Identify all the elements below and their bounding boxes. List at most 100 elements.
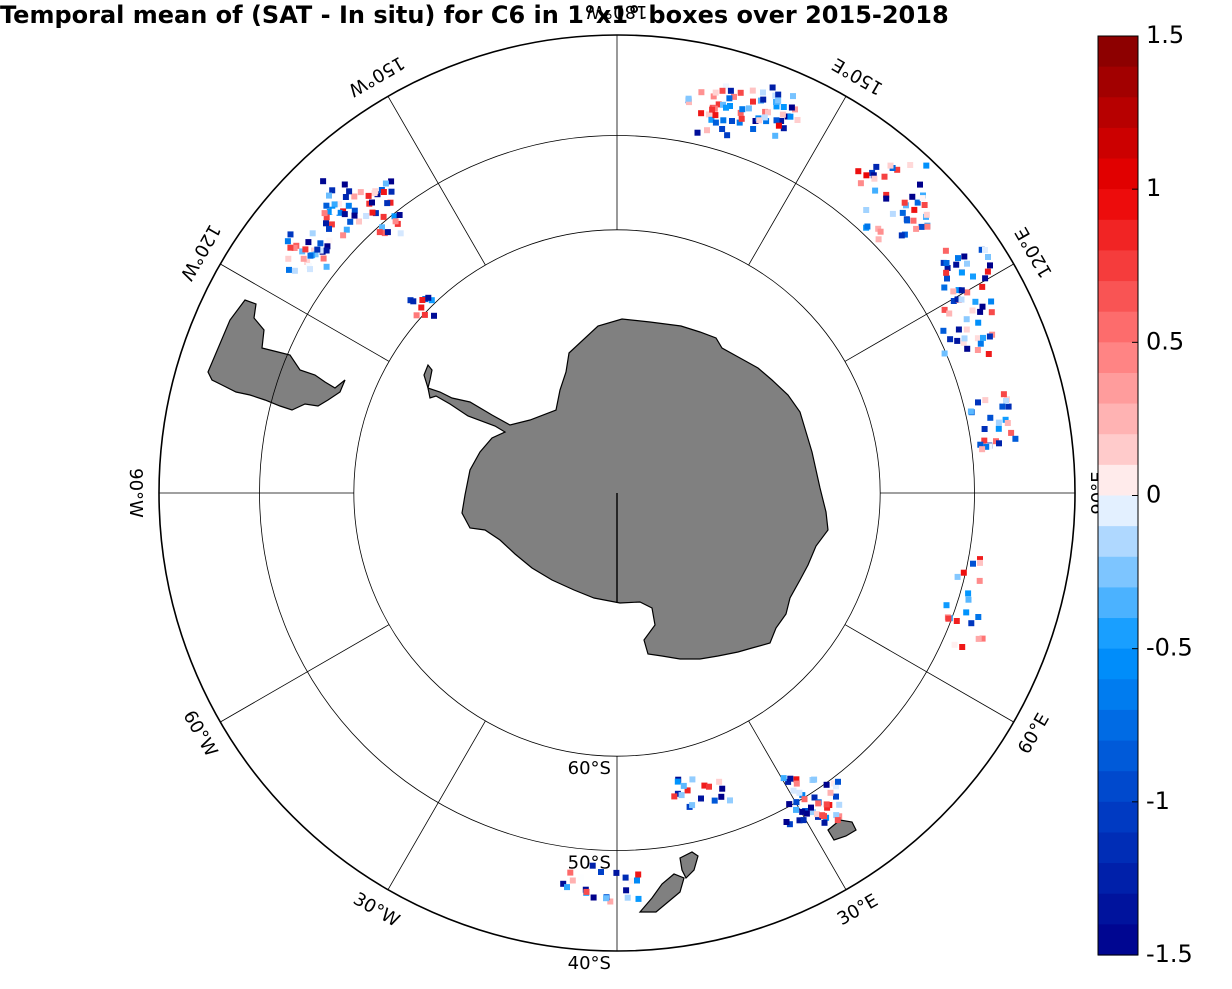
- data-cell: [291, 245, 298, 251]
- data-cell: [899, 209, 906, 216]
- data-cell: [372, 210, 379, 217]
- data-cell: [827, 789, 834, 796]
- data-cell: [750, 98, 756, 105]
- longitude-label: 60°E: [1014, 710, 1054, 758]
- data-cell: [907, 162, 914, 168]
- colorbar-swatch: [1098, 403, 1138, 435]
- data-cell: [425, 294, 432, 301]
- data-cell: [305, 263, 312, 269]
- data-cell: [598, 869, 604, 875]
- colorbar-swatch: [1098, 342, 1138, 374]
- latitude-label: 40°S: [568, 953, 611, 974]
- data-cell: [909, 193, 916, 200]
- antarctic-peninsula-tip: [423, 363, 433, 391]
- data-cell: [421, 311, 428, 318]
- data-cell: [901, 199, 908, 206]
- data-cell: [954, 296, 961, 303]
- data-cell: [982, 397, 989, 404]
- data-cell: [870, 172, 877, 179]
- data-cell: [314, 246, 321, 253]
- data-cell: [323, 202, 330, 209]
- data-cell: [887, 162, 894, 169]
- data-cell: [796, 789, 803, 796]
- data-cell: [710, 93, 717, 100]
- data-cell: [987, 262, 993, 269]
- data-cell: [988, 298, 995, 305]
- data-cell: [309, 230, 316, 237]
- data-cell: [779, 111, 786, 118]
- data-cell: [622, 874, 629, 881]
- data-cell: [671, 793, 678, 800]
- data-cell: [760, 96, 767, 103]
- data-cell: [341, 181, 348, 188]
- data-cell: [284, 238, 291, 245]
- data-cell: [287, 231, 294, 238]
- meridian-line: [387, 96, 486, 266]
- data-cell: [321, 210, 328, 217]
- data-cell: [981, 426, 988, 432]
- data-cell: [965, 596, 972, 603]
- data-cell: [715, 101, 722, 108]
- data-cell: [698, 89, 705, 96]
- data-cell: [727, 87, 734, 94]
- data-cell: [369, 209, 376, 216]
- data-cell: [376, 229, 383, 236]
- data-cell: [793, 776, 800, 783]
- data-cell: [959, 644, 966, 650]
- colorbar-tick-label: 0.5: [1146, 327, 1184, 355]
- data-cell: [810, 809, 816, 816]
- data-cell: [811, 776, 818, 783]
- tasmania-island: [827, 819, 857, 841]
- data-cell: [985, 351, 992, 357]
- data-cell: [397, 230, 404, 237]
- data-cell: [326, 237, 333, 244]
- data-cell: [711, 797, 718, 804]
- data-cell: [712, 89, 719, 96]
- meridian-line: [844, 624, 1014, 723]
- data-cell: [431, 312, 437, 319]
- data-cell: [635, 895, 642, 902]
- data-cell: [963, 316, 970, 323]
- colorbar-swatch: [1098, 556, 1138, 588]
- data-cell: [357, 189, 364, 196]
- data-cell: [775, 91, 782, 98]
- data-cell: [351, 212, 358, 219]
- data-cell: [979, 283, 986, 290]
- data-cell: [970, 273, 976, 280]
- data-cell: [1005, 403, 1012, 410]
- longitude-label: 30°W: [349, 888, 403, 931]
- data-cell: [302, 246, 309, 253]
- data-cell: [716, 778, 723, 785]
- colorbar-swatch: [1098, 495, 1138, 527]
- data-cell: [380, 189, 387, 195]
- data-cell: [923, 211, 930, 218]
- data-cell: [686, 99, 692, 106]
- data-cell: [307, 252, 314, 259]
- data-cell: [786, 801, 793, 808]
- data-cell: [624, 894, 631, 901]
- colorbar-swatch: [1098, 893, 1138, 925]
- data-cell: [982, 275, 989, 282]
- data-cell: [923, 162, 930, 169]
- data-cell: [819, 812, 826, 819]
- data-cell: [382, 180, 389, 187]
- data-cell: [384, 200, 391, 207]
- data-cell: [951, 641, 958, 648]
- latitude-label: 50°S: [568, 852, 611, 873]
- data-cell: [326, 192, 332, 199]
- data-cell: [384, 229, 391, 236]
- data-cell: [428, 297, 435, 304]
- data-cell: [323, 220, 329, 227]
- data-cell: [323, 247, 330, 254]
- data-cell: [955, 326, 962, 333]
- longitude-label: 150°W: [344, 52, 408, 101]
- data-cell: [419, 297, 426, 303]
- data-cell: [379, 224, 385, 231]
- data-cell: [918, 223, 925, 230]
- data-cell: [783, 819, 790, 825]
- data-cell: [737, 89, 744, 96]
- data-cell: [947, 336, 954, 343]
- data-cell: [987, 414, 994, 421]
- data-cell: [977, 308, 984, 315]
- data-cell: [967, 408, 974, 415]
